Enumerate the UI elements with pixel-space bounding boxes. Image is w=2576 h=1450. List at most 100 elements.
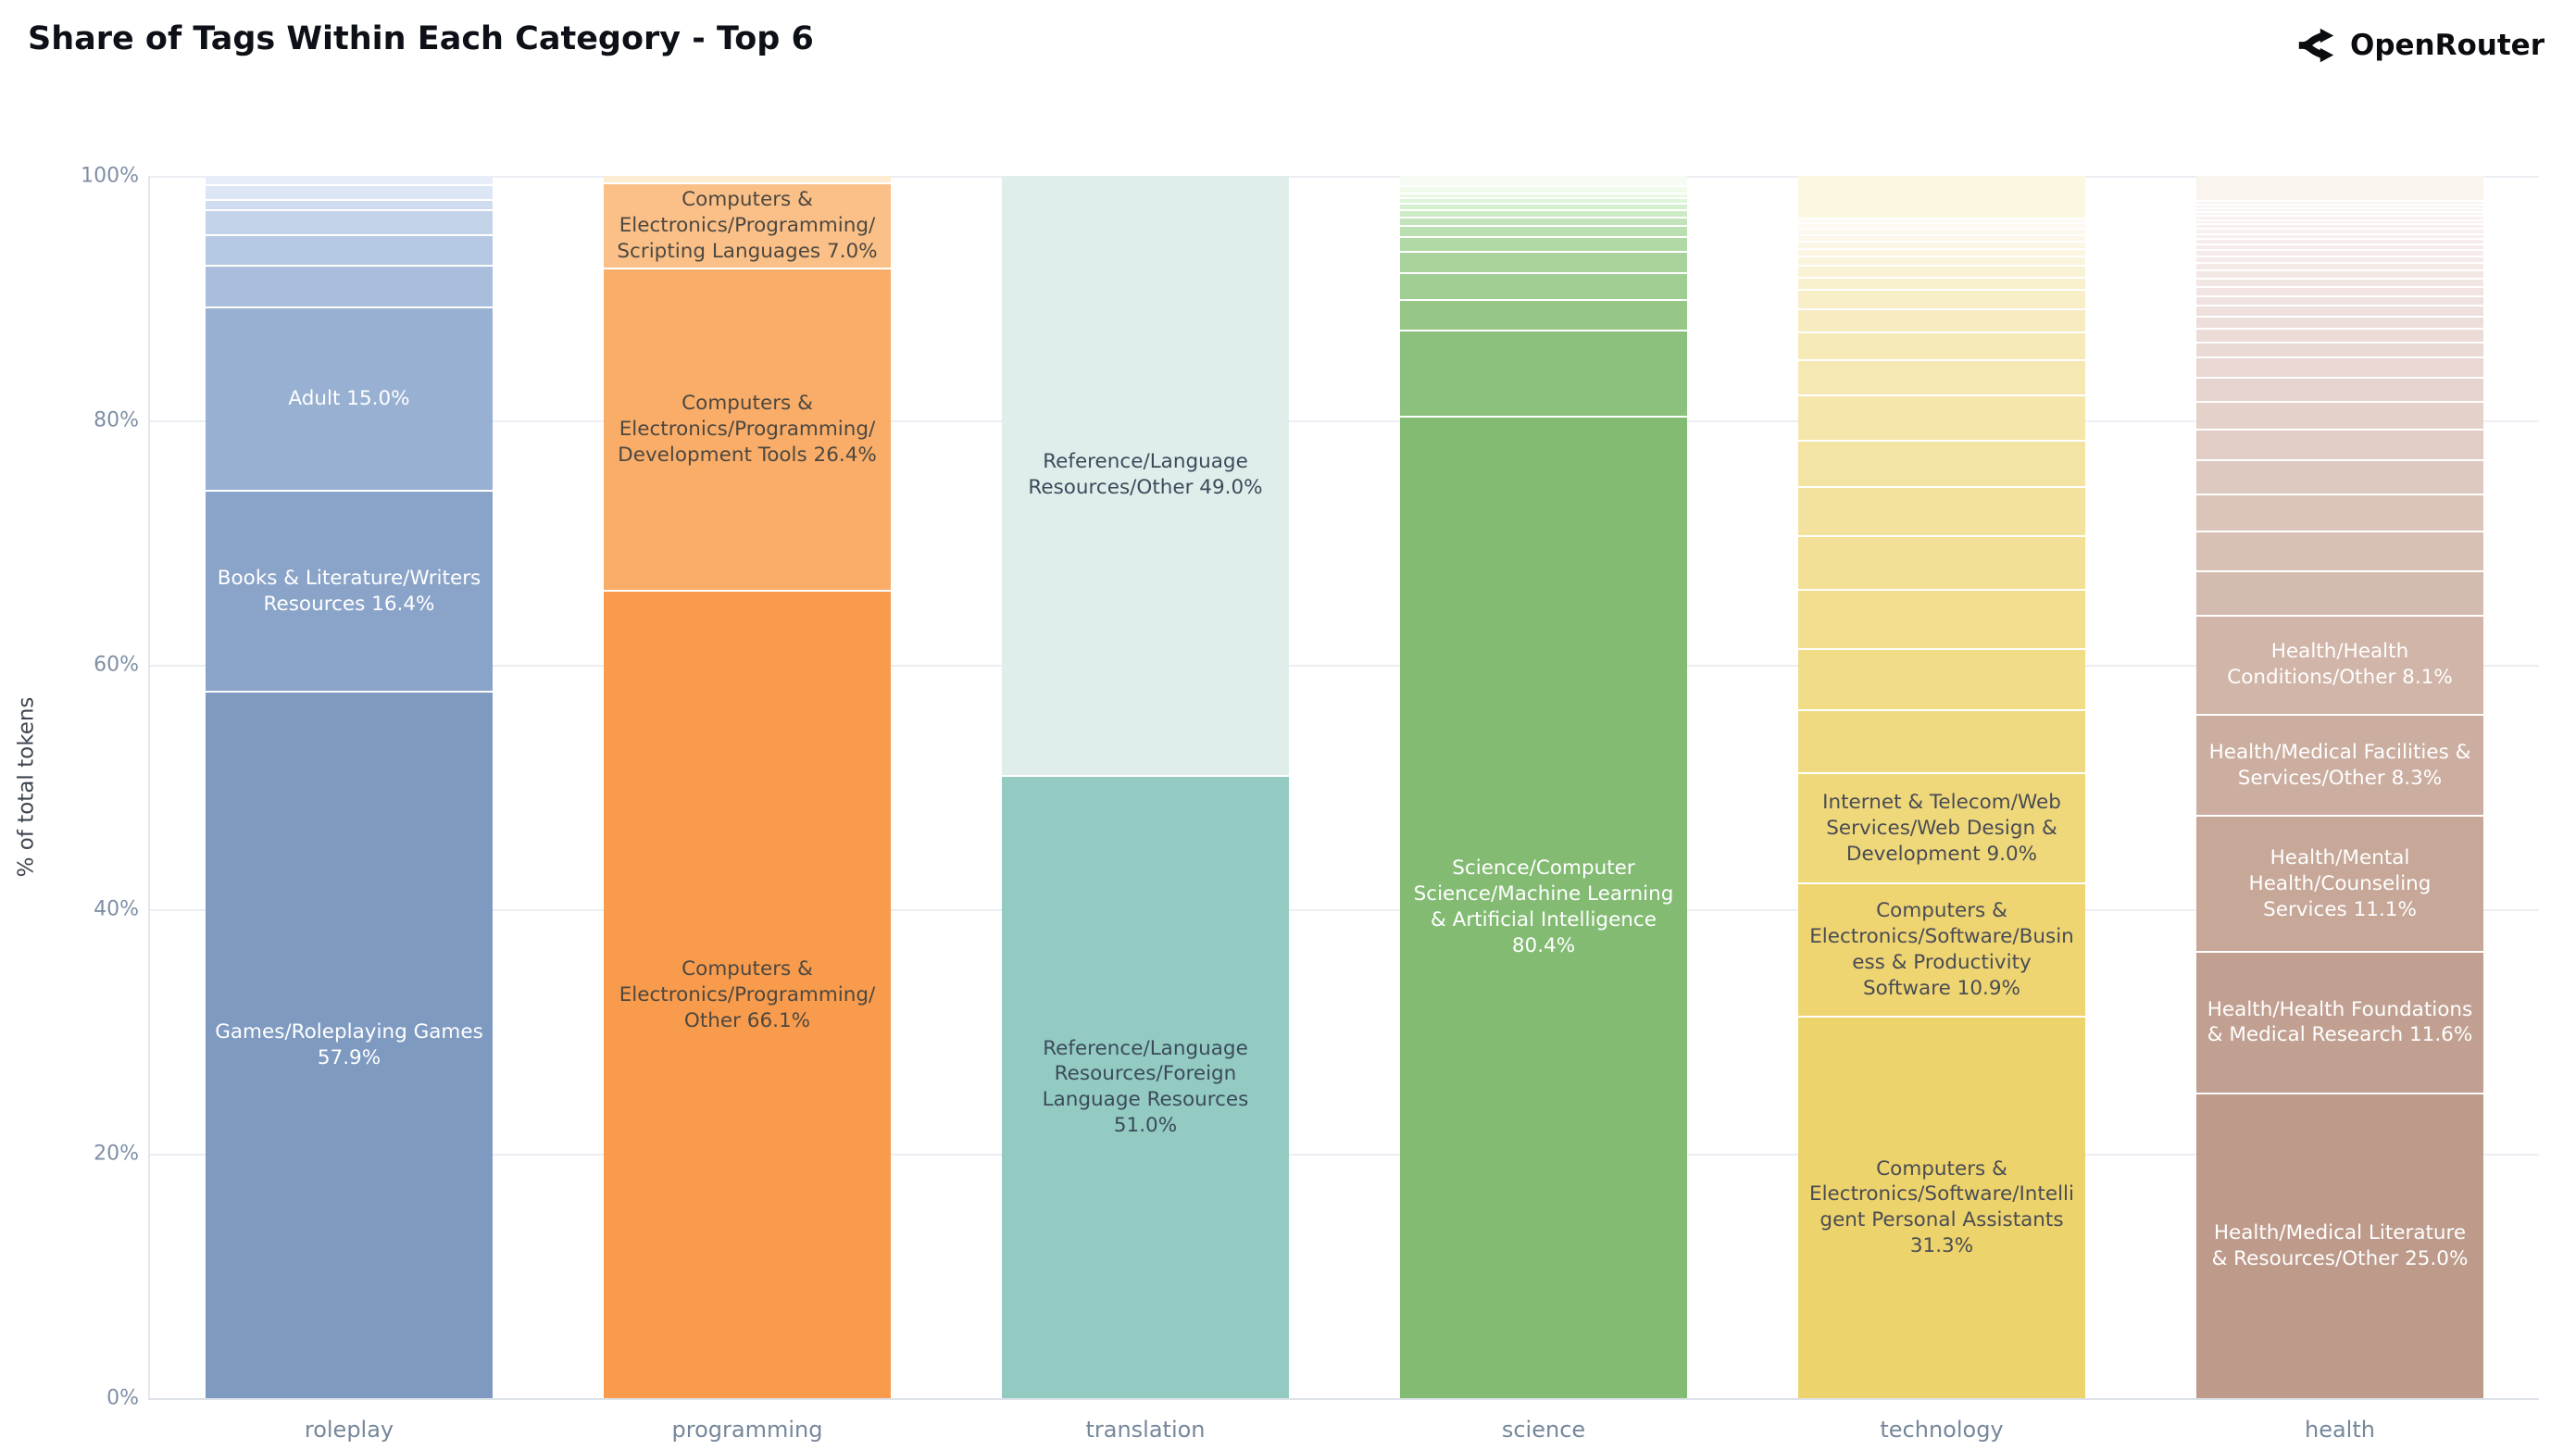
bar-segment-health[interactable]: [2196, 223, 2483, 229]
bar-segment-health[interactable]: [2196, 262, 2483, 270]
bar-segment-science[interactable]: [1400, 235, 1687, 251]
bar-segment-health[interactable]: [2196, 285, 2483, 295]
bar-segment-roleplay[interactable]: [206, 234, 493, 266]
bar-segment-health[interactable]: [2196, 228, 2483, 233]
bar-segment-health[interactable]: [2196, 215, 2483, 219]
bar-segment-roleplay[interactable]: Books & Literature/Writers Resources 16.…: [206, 490, 493, 691]
bar-segment-health[interactable]: [2196, 249, 2483, 256]
bar-segment-health[interactable]: [2196, 328, 2483, 342]
openrouter-icon: [2295, 24, 2337, 67]
bar-segment-health[interactable]: [2196, 203, 2483, 207]
y-axis-title: % of total tokens: [14, 696, 39, 878]
bar-segment-science[interactable]: [1400, 224, 1687, 236]
bar-segment-technology[interactable]: Computers & Electronics/Software/Intelli…: [1798, 1015, 2085, 1398]
bar-segment-science[interactable]: [1400, 197, 1687, 204]
bar-segment-technology[interactable]: [1798, 535, 2085, 590]
bar-segment-health[interactable]: [2196, 494, 2483, 531]
bar-segment-health[interactable]: [2196, 356, 2483, 377]
bar-segment-health[interactable]: [2196, 269, 2483, 278]
segment-label: Books & Literature/Writers Resources 16.…: [217, 566, 481, 616]
bar-slot-translation: Reference/Language Resources/Foreign Lan…: [946, 176, 1344, 1443]
bar-segment-science[interactable]: Science/Computer Science/Machine Learnin…: [1400, 415, 1687, 1398]
bar-slot-programming: Computers & Electronics/Programming/Othe…: [548, 176, 946, 1443]
plot-area: 0% 20% 40% 60% 80% 100% Games/Roleplaying Gam…: [81, 165, 2539, 1443]
segment-label: Computers & Electronics/Software/Busines…: [1809, 899, 2074, 1000]
bar-segment-science[interactable]: [1400, 216, 1687, 225]
bar-segment-programming[interactable]: Computers & Electronics/Programming/Scri…: [604, 181, 891, 269]
bar-segment-technology[interactable]: [1798, 359, 2085, 395]
bar-segment-technology[interactable]: [1798, 233, 2085, 242]
bar-segment-science[interactable]: [1400, 299, 1687, 331]
bar-segment-health[interactable]: [2196, 316, 2483, 329]
bar-segment-health[interactable]: [2196, 232, 2483, 239]
bar-segment-technology[interactable]: Internet & Telecom/Web Services/Web Desi…: [1798, 772, 2085, 882]
bar-segment-technology[interactable]: [1798, 264, 2085, 277]
bar-segment-health[interactable]: Health/Health Foundations & Medical Rese…: [2196, 950, 2483, 1093]
bar-segment-technology[interactable]: [1798, 248, 2085, 256]
bar-segment-health[interactable]: [2196, 305, 2483, 317]
bar-segment-health[interactable]: [2196, 530, 2483, 571]
bar-segment-health[interactable]: [2196, 341, 2483, 357]
bar-segment-technology[interactable]: [1798, 277, 2085, 290]
bar-segment-technology[interactable]: Computers & Electronics/Software/Busines…: [1798, 881, 2085, 1016]
bar-segment-roleplay[interactable]: [206, 208, 493, 235]
bar-segment-health[interactable]: [2196, 294, 2483, 306]
bar-segment-health[interactable]: [2196, 206, 2483, 211]
bar-segment-health[interactable]: [2196, 199, 2483, 204]
bar-segment-technology[interactable]: [1798, 308, 2085, 332]
bar-segment-technology[interactable]: [1798, 218, 2085, 223]
bar-segment-roleplay[interactable]: [206, 184, 493, 200]
bar-segment-technology[interactable]: [1798, 708, 2085, 773]
bar-segment-health[interactable]: [2196, 459, 2483, 494]
bar-segment-health[interactable]: [2196, 429, 2483, 460]
bar-segment-science[interactable]: [1400, 176, 1687, 186]
bar-segment-health[interactable]: Health/Mental Health/Counseling Services…: [2196, 815, 2483, 951]
bar-segment-roleplay[interactable]: Games/Roleplaying Games 57.9%: [206, 690, 493, 1398]
bar-segment-technology[interactable]: [1798, 222, 2085, 229]
bar-segment-technology[interactable]: [1798, 647, 2085, 709]
bar-segment-technology[interactable]: [1798, 255, 2085, 265]
bar-segment-health[interactable]: [2196, 176, 2483, 200]
bar-segment-health[interactable]: [2196, 210, 2483, 216]
bar-segment-technology[interactable]: [1798, 289, 2085, 309]
gridline-60: [150, 665, 2539, 667]
bar-segment-technology[interactable]: [1798, 440, 2085, 487]
bar-segment-health[interactable]: [2196, 219, 2483, 224]
bar-segment-roleplay[interactable]: Adult 15.0%: [206, 306, 493, 491]
bar-segment-science[interactable]: [1400, 203, 1687, 209]
bar-segment-roleplay[interactable]: [206, 176, 493, 185]
bar-segment-science[interactable]: [1400, 192, 1687, 198]
bar-segment-health[interactable]: Health/Medical Literature & Resources/Ot…: [2196, 1093, 2483, 1398]
bar-segment-technology[interactable]: [1798, 241, 2085, 249]
bar-segment-roleplay[interactable]: [206, 199, 493, 209]
bar-segment-health[interactable]: [2196, 244, 2483, 250]
bar-segment-health[interactable]: [2196, 238, 2483, 244]
bar-segment-health[interactable]: Health/Medical Facilities & Services/Oth…: [2196, 713, 2483, 816]
bar-segment-technology[interactable]: [1798, 176, 2085, 219]
bar-segment-health[interactable]: Health/Health Conditions/Other 8.1%: [2196, 614, 2483, 714]
bar-segment-technology[interactable]: [1798, 331, 2085, 360]
bar-segment-technology[interactable]: [1798, 589, 2085, 648]
bar-segment-health[interactable]: [2196, 376, 2483, 401]
bar-segment-translation[interactable]: Reference/Language Resources/Other 49.0%: [1002, 176, 1289, 775]
bar-segment-technology[interactable]: [1798, 486, 2085, 536]
bar-segment-health[interactable]: [2196, 570, 2483, 615]
bar-segment-health[interactable]: [2196, 400, 2483, 430]
page-title: Share of Tags Within Each Category - Top…: [28, 20, 814, 57]
bar-segment-programming[interactable]: Computers & Electronics/Programming/Deve…: [604, 268, 891, 591]
bar-segment-roleplay[interactable]: [206, 265, 493, 307]
bar-segment-health[interactable]: [2196, 277, 2483, 286]
bar-segment-technology[interactable]: [1798, 228, 2085, 234]
bar-segment-programming[interactable]: Computers & Electronics/Programming/Othe…: [604, 590, 891, 1398]
bar-segment-translation[interactable]: Reference/Language Resources/Foreign Lan…: [1002, 774, 1289, 1398]
bar-segment-health[interactable]: [2196, 255, 2483, 263]
bar-segment-science[interactable]: [1400, 208, 1687, 217]
bar-segment-technology[interactable]: [1798, 394, 2085, 441]
bar-segment-science[interactable]: [1400, 185, 1687, 193]
bar-segment-programming[interactable]: [604, 176, 891, 182]
bar-segment-science[interactable]: [1400, 330, 1687, 416]
segment-label: Health/Mental Health/Counseling Services…: [2248, 845, 2432, 921]
segment-label: Adult 15.0%: [288, 387, 410, 411]
bar-segment-science[interactable]: [1400, 250, 1687, 273]
bar-segment-science[interactable]: [1400, 272, 1687, 300]
